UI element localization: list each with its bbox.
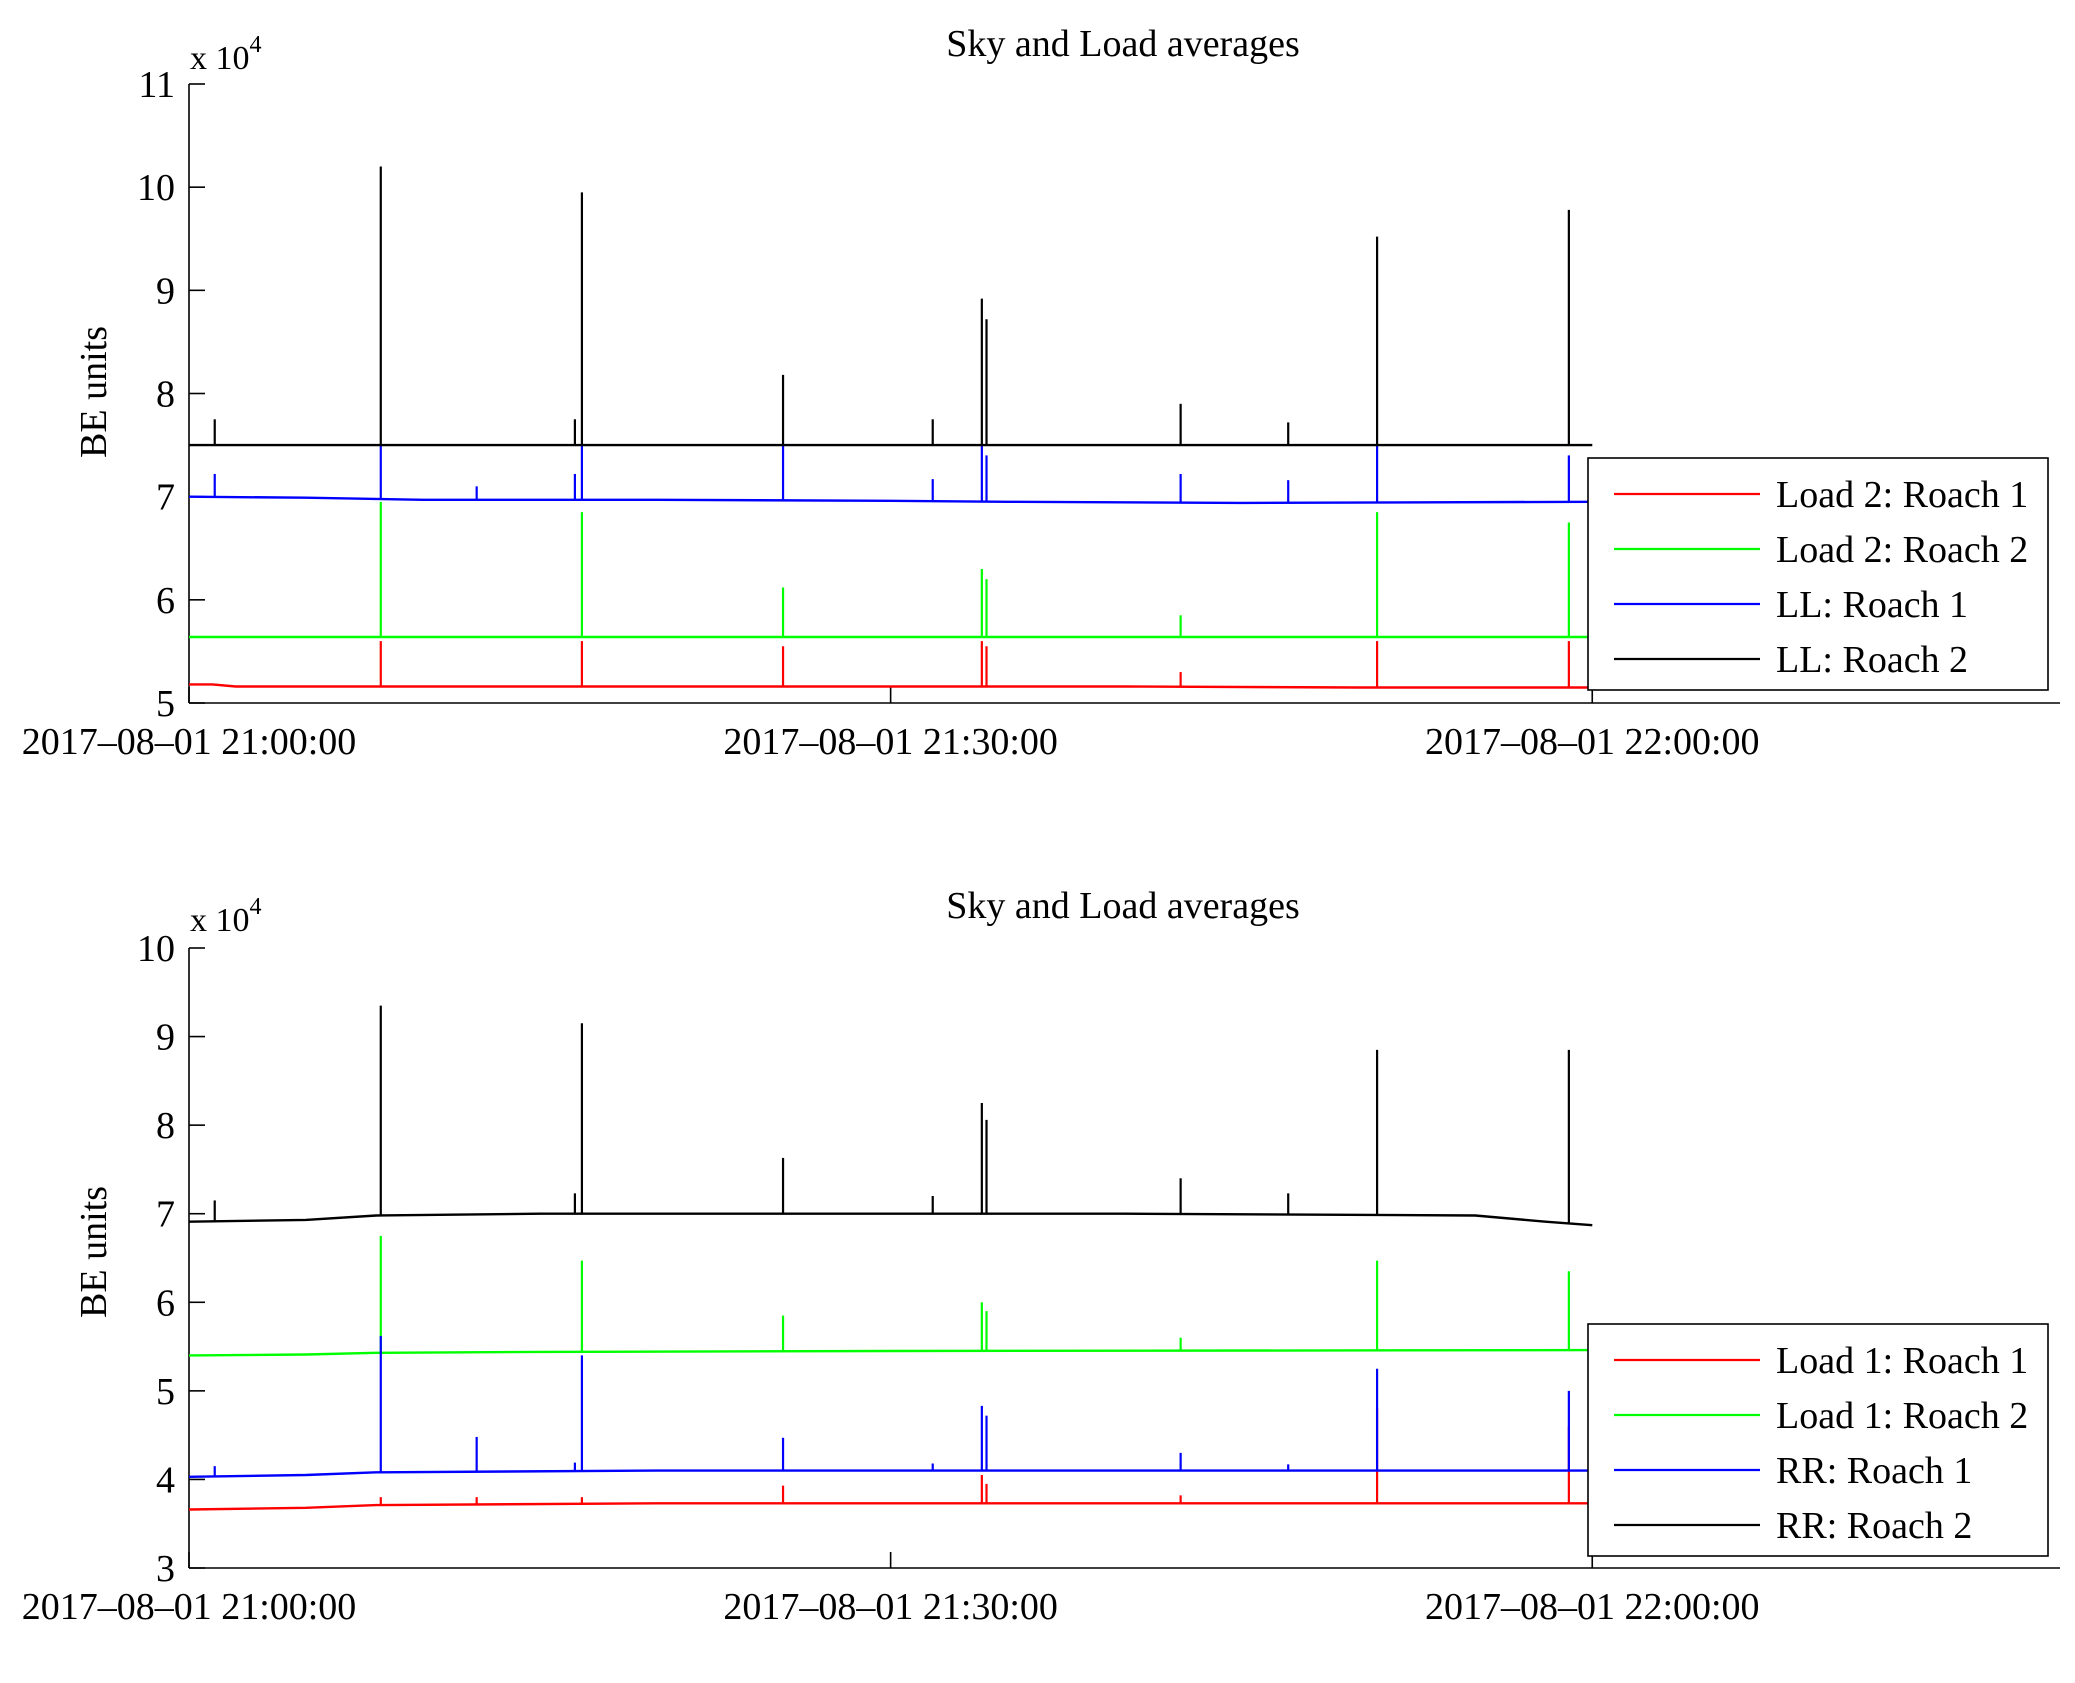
legend-label: LL: Roach 1 — [1776, 584, 1968, 626]
exponent-base: x 10 — [190, 40, 250, 77]
y-tick-label: 3 — [156, 1548, 175, 1590]
legend-label: Load 2: Roach 2 — [1776, 529, 2028, 571]
x-tick-label: 2017–08–01 21:30:00 — [723, 721, 1058, 763]
y-tick-label: 7 — [156, 477, 175, 519]
exponent-power: 4 — [250, 894, 262, 920]
y-tick-label: 8 — [156, 374, 175, 416]
exponent-label: x 104 — [190, 894, 262, 939]
y-tick-label: 10 — [137, 167, 175, 209]
x-tick-label: 2017–08–01 21:30:00 — [723, 1586, 1058, 1628]
x-tick-label: 2017–08–01 21:00:00 — [22, 721, 357, 763]
series-baseline — [188, 1348, 1593, 1357]
axes-panel-1: 5 6 7 8 9 10 11 2017–08–01 21:00:00 2017–08–01 2… — [22, 64, 2060, 763]
y-tick-label: 6 — [156, 1282, 175, 1324]
exponent-base: x 10 — [190, 902, 250, 939]
legend-panel-1: Load 2: Roach 1 Load 2: Roach 2 LL: Roach … — [1587, 457, 2049, 691]
series-baseline — [188, 495, 1593, 505]
legend-label: RR: Roach 1 — [1776, 1450, 1972, 1492]
chart-panel-1: Sky and Load averages x 104 BE units 5 6 7… — [22, 23, 2060, 763]
legend-label: Load 2: Roach 1 — [1776, 474, 2028, 516]
axes-panel-2: 3 4 5 6 7 8 9 10 2017–08–01 21:00:00 2017–08–01 2… — [22, 928, 2060, 1628]
y-axis-label: BE units — [73, 326, 115, 458]
y-tick-label: 10 — [137, 928, 175, 970]
series-ll-roach-2 — [189, 166, 1593, 447]
chart-panel-2: Sky and Load averages x 104 BE units 345… — [22, 885, 2060, 1628]
series-load-2-roach-2 — [189, 501, 1593, 639]
legend-label: Load 1: Roach 2 — [1776, 1395, 2028, 1437]
exponent-power: 4 — [250, 32, 262, 58]
y-tick-label: 8 — [156, 1105, 175, 1147]
y-tick-label: 9 — [156, 1017, 175, 1059]
series-load-1-roach-2 — [188, 1235, 1593, 1357]
series-baseline — [188, 1469, 1593, 1478]
plot-area-panel-2 — [188, 1005, 1593, 1511]
legend-label: RR: Roach 2 — [1776, 1505, 1972, 1547]
x-tick-label: 2017–08–01 21:00:00 — [22, 1586, 357, 1628]
y-tick-label: 5 — [156, 683, 175, 725]
chart-title: Sky and Load averages — [946, 885, 1300, 927]
series-baseline — [188, 1502, 1593, 1511]
legend-box — [1587, 457, 2049, 691]
series-baseline — [189, 683, 1593, 689]
y-tick-label: 7 — [156, 1194, 175, 1236]
plot-area-panel-1 — [188, 166, 1593, 689]
legend-label: LL: Roach 2 — [1776, 639, 1968, 681]
y-tick-label: 6 — [156, 580, 175, 622]
legend-box — [1587, 1323, 2049, 1557]
y-tick-label: 9 — [156, 270, 175, 312]
exponent-label: x 104 — [190, 32, 262, 77]
series-ll-roach-1 — [188, 445, 1593, 505]
y-tick-label: 4 — [156, 1459, 175, 1501]
series-rr-roach-1 — [188, 1335, 1593, 1478]
legend-panel-2: Load 1: Roach 1 Load 1: Roach 2 RR: Roach … — [1587, 1323, 2049, 1557]
series-rr-roach-2 — [188, 1005, 1593, 1227]
y-axis-label: BE units — [73, 1186, 115, 1318]
x-tick-label: 2017–08–01 22:00:00 — [1425, 1586, 1760, 1628]
x-tick-label: 2017–08–01 22:00:00 — [1425, 721, 1760, 763]
series-load-2-roach-1 — [189, 641, 1593, 689]
legend-label: Load 1: Roach 1 — [1776, 1340, 2028, 1382]
y-tick-label: 5 — [156, 1371, 175, 1413]
series-baseline — [188, 1212, 1593, 1227]
chart-title: Sky and Load averages — [946, 23, 1300, 65]
y-tick-label: 11 — [138, 64, 175, 106]
